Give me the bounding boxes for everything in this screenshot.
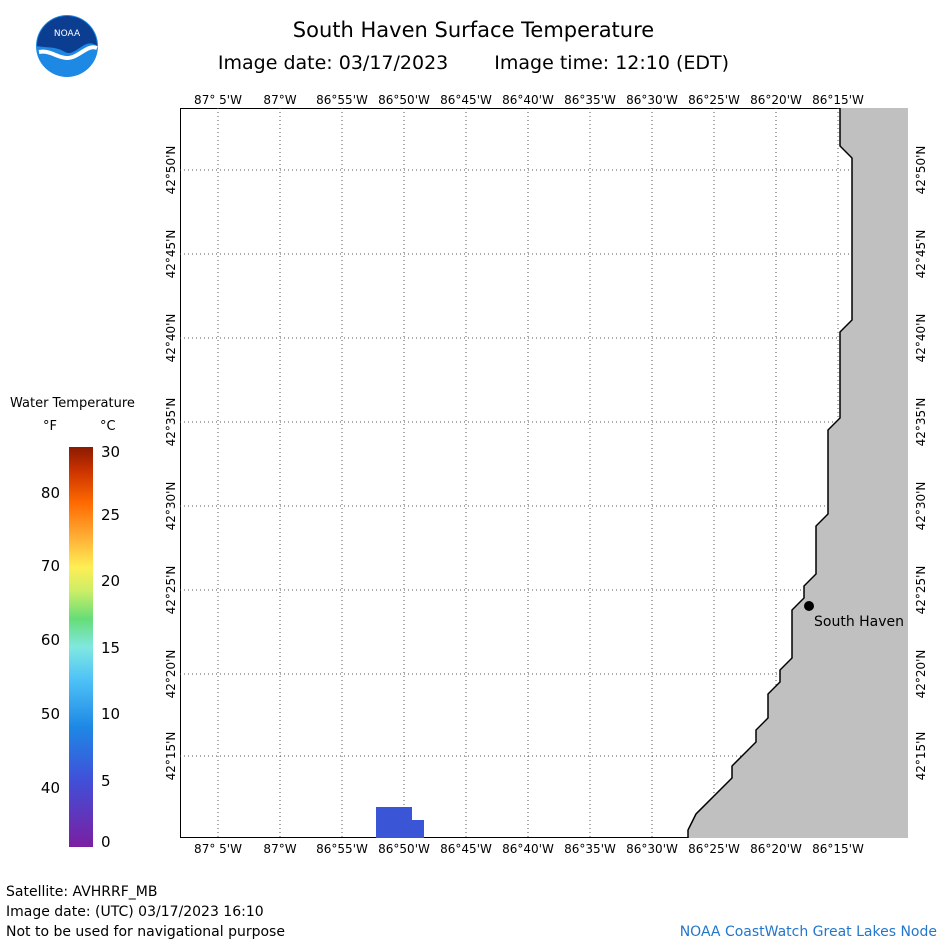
legend-unit-f: °F [43,419,57,434]
colorbar-c-tick: 30 [101,443,121,461]
longitude-label: 86°50'W [378,93,430,107]
longitude-label: 86°30'W [626,93,678,107]
longitude-label: 87°W [263,93,297,107]
colorbar-f-tick: 50 [40,705,60,723]
latitude-label: 42°15'N [914,731,928,781]
longitude-label: 87° 5'W [194,842,242,856]
colorbar-f-tick: 60 [40,631,60,649]
latitude-label: 42°15'N [164,731,178,781]
credit-link[interactable]: NOAA CoastWatch Great Lakes Node [679,924,937,940]
longitude-label: 87° 5'W [194,93,242,107]
noaa-logo: NOAA [36,15,98,77]
land-area [688,108,908,838]
colorbar-f-tick: 40 [40,779,60,797]
longitude-label: 86°50'W [378,842,430,856]
satellite-label: Satellite: AVHRRF_MB [6,884,158,900]
longitude-label: 86°30'W [626,842,678,856]
latitude-label: 42°25'N [164,565,178,615]
longitude-label: 87°W [263,842,297,856]
legend-unit-c: °C [100,419,116,434]
latitude-label: 42°35'N [164,397,178,447]
longitude-label: 86°40'W [502,842,554,856]
colorbar-f-tick: 80 [40,484,60,502]
colorbar-f-tick: 70 [40,557,60,575]
longitude-label: 86°15'W [812,842,864,856]
map-frame: South Haven [180,108,908,838]
latitude-label: 42°20'N [914,649,928,699]
longitude-label: 86°55'W [316,93,368,107]
colorbar-c-tick: 0 [101,833,111,851]
latitude-label: 42°45'N [914,229,928,279]
longitude-label: 86°45'W [440,93,492,107]
longitude-label: 86°20'W [750,93,802,107]
latitude-label: 42°30'N [914,481,928,531]
longitude-label: 86°25'W [688,842,740,856]
latitude-label: 42°50'N [164,145,178,195]
longitude-label: 86°15'W [812,93,864,107]
colorbar-c-tick: 15 [101,639,121,657]
latitude-label: 42°40'N [164,313,178,363]
navigation-disclaimer: Not to be used for navigational purpose [6,924,285,940]
longitude-label: 86°35'W [564,842,616,856]
shoreline [687,108,853,838]
longitude-label: 86°35'W [564,93,616,107]
map-title: South Haven Surface Temperature [292,18,655,42]
colorbar-c-tick: 5 [101,772,111,790]
longitude-label: 86°40'W [502,93,554,107]
latitude-label: 42°30'N [164,481,178,531]
legend-title: Water Temperature [10,396,135,411]
longitude-label: 86°25'W [688,93,740,107]
latitude-label: 42°25'N [914,565,928,615]
image-time: Image time: 12:10 (EDT) [494,52,730,74]
water-temperature-pixel [376,807,424,838]
colorbar-c-tick: 25 [101,506,121,524]
longitude-label: 86°20'W [750,842,802,856]
map-subtitle: Image date: 03/17/2023 Image time: 12:10… [0,52,947,74]
latitude-label: 42°20'N [164,649,178,699]
colorbar-c-tick: 20 [101,572,121,590]
latitude-label: 42°40'N [914,313,928,363]
image-date: Image date: 03/17/2023 [217,52,449,74]
latitude-label: 42°45'N [164,229,178,279]
utc-date-label: Image date: (UTC) 03/17/2023 16:10 [6,904,264,920]
temperature-colorbar [69,447,93,847]
colorbar-c-tick: 10 [101,705,121,723]
city-label: South Haven [814,614,904,630]
logo-text: NOAA [54,29,81,39]
latitude-label: 42°35'N [914,397,928,447]
city-marker [804,601,814,611]
latitude-label: 42°50'N [914,145,928,195]
longitude-label: 86°55'W [316,842,368,856]
longitude-label: 86°45'W [440,842,492,856]
